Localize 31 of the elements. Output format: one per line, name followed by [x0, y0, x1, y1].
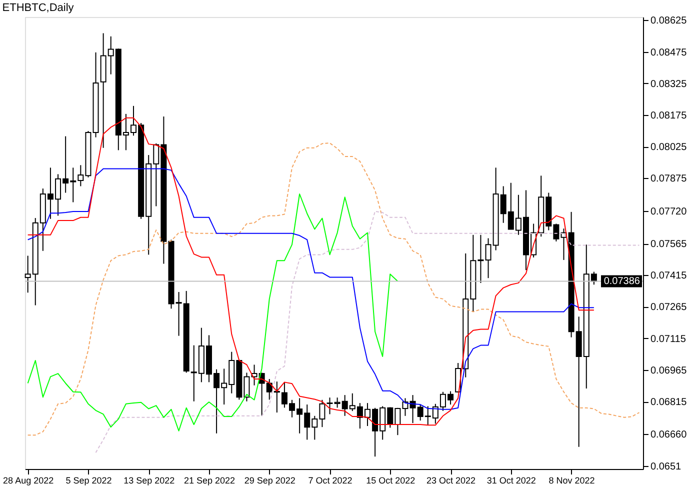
- y-tick-label: 0.08175: [650, 110, 688, 122]
- y-tick-label: 0.08625: [650, 16, 688, 27]
- y-tick-label: 0.06660: [650, 430, 688, 441]
- x-tick-label: 7 Oct 2022: [308, 476, 352, 486]
- y-tick-label: 0.07875: [650, 174, 688, 185]
- y-tick-label: 0.08475: [650, 47, 688, 58]
- y-tick-label: 0.07720: [650, 206, 688, 218]
- y-tick-label: 0.0651: [650, 461, 682, 472]
- line-series: [27, 142, 640, 436]
- line-series: [27, 194, 398, 432]
- y-tick-label: 0.08325: [650, 78, 688, 90]
- ref-line-label: 0.07386: [604, 276, 640, 288]
- line-series: [95, 210, 640, 454]
- y-tick-label: 0.06815: [650, 397, 688, 408]
- y-tick-label: 0.08025: [650, 142, 688, 154]
- x-tick-label: 13 Sep 2022: [124, 476, 175, 486]
- x-tick-label: 23 Oct 2022: [426, 476, 476, 486]
- y-tick-label: 0.07415: [650, 270, 688, 282]
- y-tick-label: 0.07115: [650, 334, 686, 345]
- y-tick-label: 0.07265: [650, 302, 688, 314]
- x-tick-label: 31 Oct 2022: [486, 476, 536, 486]
- y-tick-label: 0.06965: [650, 365, 688, 376]
- x-tick-label: 5 Sep 2022: [66, 476, 112, 486]
- x-tick-label: 28 Aug 2022: [3, 476, 54, 486]
- chart-title: ETHBTC,Daily: [2, 2, 74, 14]
- x-tick-label: 8 Nov 2022: [548, 476, 595, 486]
- x-tick-label: 21 Sep 2022: [184, 476, 236, 486]
- y-tick-label: 0.07565: [650, 239, 688, 250]
- x-tick-label: 15 Oct 2022: [366, 476, 416, 486]
- x-tick-label: 29 Sep 2022: [244, 476, 296, 486]
- candlestick: [176, 291, 182, 336]
